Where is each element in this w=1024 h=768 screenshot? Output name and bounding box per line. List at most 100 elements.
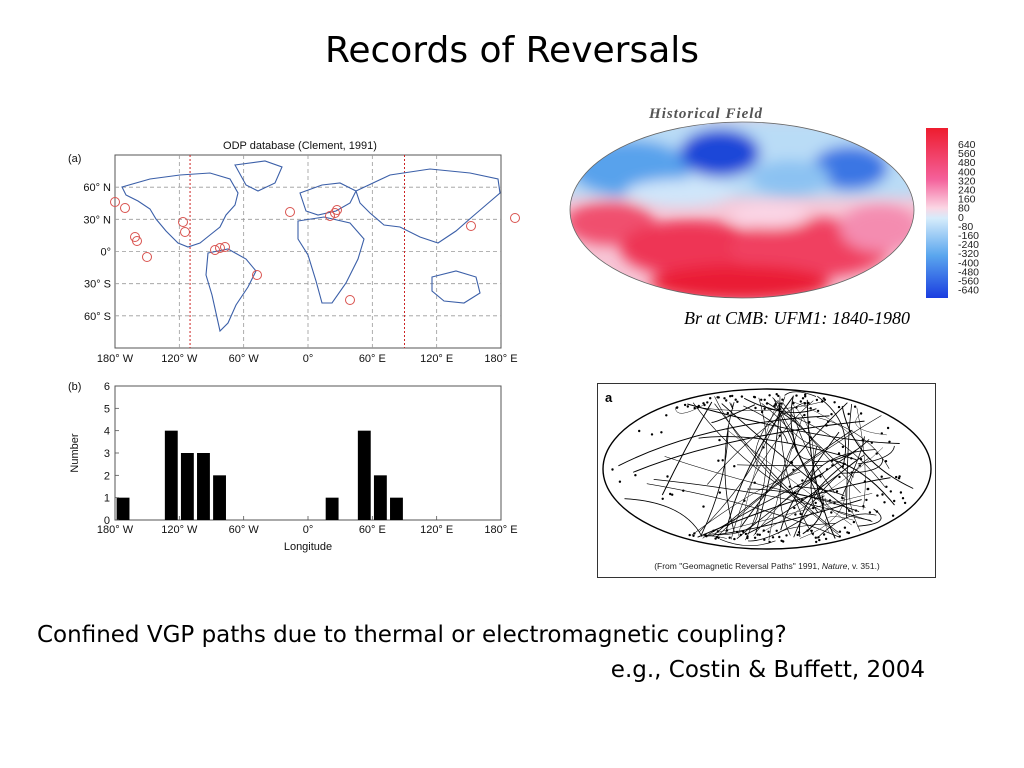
vgp-point: [822, 397, 825, 400]
vgp-point: [815, 540, 818, 544]
vgp-point: [693, 406, 696, 410]
vgp-path: [737, 399, 779, 536]
vgp-point: [744, 532, 748, 536]
vgp-path: [768, 414, 804, 541]
map-lat-label: 30° N: [83, 214, 111, 226]
histogram-frame: [114, 385, 502, 521]
vgp-point: [885, 485, 888, 488]
vgp-point: [843, 526, 847, 529]
vgp-point: [725, 529, 729, 532]
vgp-path: [700, 426, 729, 536]
vgp-point: [859, 458, 863, 461]
vgp-point: [788, 485, 791, 488]
histogram-y-label: Number: [69, 433, 81, 472]
vgp-point: [833, 502, 836, 505]
map-lat-label: 0°: [100, 247, 111, 259]
vgp-path: [809, 449, 876, 479]
drill-site-marker: [120, 203, 130, 213]
vgp-path: [717, 504, 759, 536]
historical-field-title: Historical Field: [648, 106, 763, 122]
vgp-point: [696, 406, 700, 409]
greenland-outline: [234, 160, 283, 192]
y-tick-label: 0: [104, 515, 110, 527]
vgp-path: [784, 391, 817, 397]
histogram-bar: [180, 453, 194, 520]
vgp-point: [816, 409, 820, 413]
vgp-path: [762, 447, 884, 533]
vgp-path-lines: [611, 391, 914, 546]
vgp-point: [718, 438, 721, 442]
vgp-point: [810, 529, 813, 532]
vgp-paths-svg: a (From "Geomagnetic Reversal Paths" 199…: [597, 383, 936, 578]
map-lon-label: 60° E: [359, 353, 386, 365]
map-lon-label: 60° W: [229, 353, 260, 365]
x-tick-label: 0°: [303, 524, 314, 536]
vgp-point: [728, 536, 731, 539]
vgp-path: [824, 516, 854, 533]
vgp-path: [633, 420, 865, 473]
colorbar-label: -400: [958, 257, 979, 269]
south-america-outline: [205, 248, 257, 333]
vgp-path: [719, 538, 776, 546]
vgp-path: [857, 445, 895, 465]
x-tick-label: 180° W: [97, 524, 134, 536]
drill-site-marker: [180, 227, 190, 237]
vgp-path: [813, 439, 870, 463]
vgp-point: [778, 404, 781, 408]
histogram-bar: [373, 475, 387, 520]
vgp-point: [763, 407, 766, 410]
vgp-point: [811, 532, 814, 535]
vgp-point: [903, 501, 907, 505]
drill-site-marker: [466, 221, 476, 231]
vgp-point: [775, 529, 778, 532]
vgp-point: [875, 452, 878, 455]
vgp-path: [755, 406, 780, 535]
x-tick-label: 60° W: [229, 524, 260, 536]
y-tick-label: 5: [104, 403, 110, 415]
vgp-point: [862, 505, 865, 508]
vgp-point: [773, 404, 776, 407]
vgp-point: [785, 534, 788, 537]
vgp-point: [889, 490, 892, 493]
vgp-path: [664, 456, 866, 508]
vgp-paths-figure: a (From "Geomagnetic Reversal Paths" 199…: [597, 383, 937, 579]
vgp-point: [777, 394, 780, 398]
vgp-path: [817, 395, 846, 469]
histogram-bar: [164, 430, 178, 520]
vgp-point: [771, 536, 775, 539]
vgp-path: [715, 415, 882, 538]
vgp-point: [824, 537, 828, 541]
vgp-point: [721, 459, 724, 462]
vgp-point: [799, 512, 802, 516]
vgp-point: [880, 432, 883, 435]
vgp-path: [740, 402, 848, 528]
y-tick-label: 1: [104, 493, 110, 505]
vgp-point: [837, 405, 841, 409]
vgp-point: [853, 405, 857, 408]
vgp-point: [709, 397, 712, 400]
colorbar-label: 480: [958, 157, 976, 169]
vgp-path: [624, 498, 703, 537]
vgp-point: [781, 398, 784, 401]
vgp-point: [897, 477, 901, 480]
vgp-path: [725, 396, 794, 534]
vgp-point: [756, 533, 759, 536]
vgp-point: [850, 457, 853, 460]
vgp-point: [842, 462, 845, 465]
vgp-point: [795, 406, 798, 409]
vgp-point: [852, 520, 856, 524]
vgp-path: [721, 403, 853, 513]
map-lon-label: 0°: [303, 353, 314, 365]
vgp-point: [638, 429, 641, 433]
colorbar-label: 560: [958, 148, 976, 160]
colorbar-label: 640: [958, 139, 976, 151]
vgp-path: [708, 473, 822, 535]
map-lon-label: 180° W: [97, 353, 134, 365]
vgp-point: [875, 510, 879, 513]
vgp-path: [711, 404, 756, 423]
africa-outline: [297, 216, 365, 304]
vgp-point: [827, 420, 830, 423]
vgp-point: [733, 465, 736, 468]
vgp-path: [798, 462, 846, 537]
vgp-point: [715, 535, 719, 539]
